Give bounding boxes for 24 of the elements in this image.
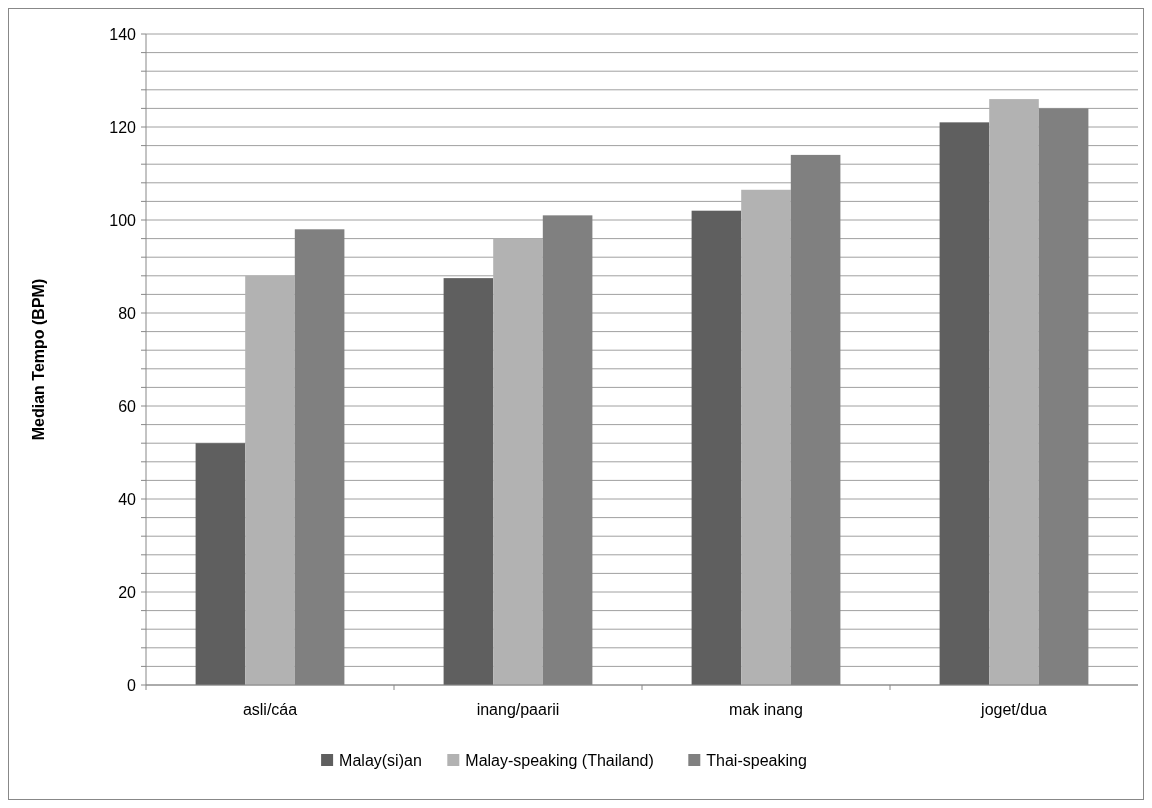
x-tick-label: mak inang [729, 701, 803, 718]
y-axis-title: Median Tempo (BPM) [30, 278, 47, 441]
y-tick-label: 60 [118, 397, 137, 415]
bar [989, 99, 1039, 685]
legend-label: Malay(si)an [339, 751, 422, 769]
bar [741, 189, 791, 685]
legend-label: Malay-speaking (Thailand) [465, 751, 654, 769]
bar [493, 238, 543, 685]
bar [245, 275, 295, 685]
x-tick-label: inang/paarii [476, 701, 560, 718]
y-tick-label: 80 [118, 304, 137, 322]
y-tick-label: 0 [127, 676, 137, 694]
y-tick-label: 40 [118, 490, 137, 508]
y-tick-label: 100 [109, 211, 137, 229]
bar [691, 210, 742, 685]
x-tick-label: joget/dua [980, 701, 1048, 718]
y-tick-label: 140 [109, 25, 137, 43]
y-tick-label: 20 [118, 583, 137, 601]
x-tick-label: asli/cáa [242, 701, 298, 718]
y-tick-label: 120 [109, 118, 137, 136]
legend-label: Thai-speaking [706, 751, 807, 769]
bar [195, 443, 246, 685]
bar [443, 278, 494, 685]
bar [939, 122, 990, 685]
